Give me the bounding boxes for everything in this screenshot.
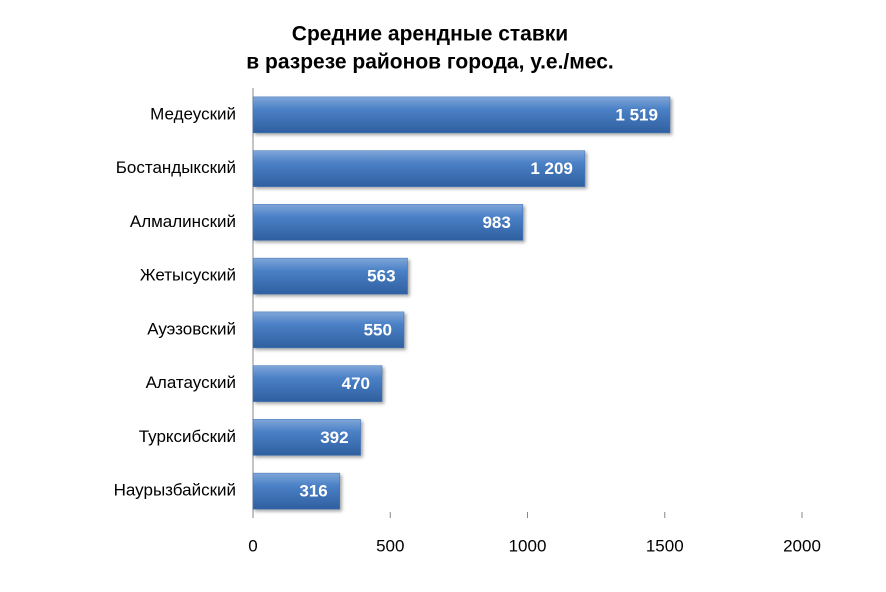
category-label: Алмалинский xyxy=(130,212,236,231)
x-tick-label: 1500 xyxy=(646,536,684,555)
category-label: Турксибский xyxy=(139,427,236,446)
bar xyxy=(252,311,405,349)
chart-title: в разрезе районов города, у.е./мес. xyxy=(246,51,613,74)
bar xyxy=(252,150,586,187)
value-label: 563 xyxy=(367,267,395,286)
value-label: 550 xyxy=(364,320,392,339)
bar xyxy=(252,365,383,402)
value-label: 316 xyxy=(299,482,327,501)
bar xyxy=(252,204,524,241)
x-tick-label: 500 xyxy=(376,536,404,555)
value-label: 1 519 xyxy=(615,105,658,124)
value-label: 392 xyxy=(320,428,348,447)
x-tick-label: 1000 xyxy=(509,536,547,555)
x-tick-label: 0 xyxy=(248,536,257,555)
category-label: Жетысуский xyxy=(140,266,236,285)
category-label: Медеуский xyxy=(150,104,236,123)
category-label: Ауэзовский xyxy=(147,319,236,338)
bar xyxy=(252,96,671,134)
chart-title: Средние арендные ставки xyxy=(292,23,568,46)
value-label: 470 xyxy=(342,374,370,393)
value-label: 1 209 xyxy=(530,159,573,178)
x-tick-label: 2000 xyxy=(783,536,821,555)
value-label: 983 xyxy=(482,213,510,232)
bar xyxy=(252,419,361,456)
category-label: Бостандыкский xyxy=(116,158,236,177)
category-label: Алатауский xyxy=(146,373,236,392)
bar xyxy=(252,472,340,510)
bar xyxy=(252,257,408,295)
category-label: Наурызбайский xyxy=(114,481,236,500)
